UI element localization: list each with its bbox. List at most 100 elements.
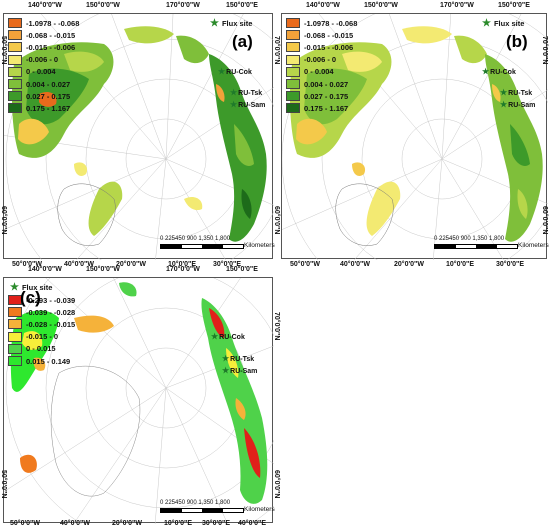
legend-swatch (8, 103, 22, 114)
legend-label: -0.039 - -0.028 (26, 307, 76, 317)
site-ru-tsk: ★RU-Tsk (222, 354, 255, 363)
legend-swatch (8, 307, 22, 318)
tick-label-right: 60°0'0"N (541, 206, 548, 235)
greenland-outline (50, 365, 141, 497)
legend-label: -0.015 - 0 (26, 332, 59, 342)
tick-label-top: 150°0'0"W (86, 266, 120, 273)
legend-item: -0.015 - 0 (8, 331, 75, 343)
tick-label-right: 60°0'0"N (273, 470, 280, 499)
land-north-america (11, 26, 209, 236)
star-icon: ★ (500, 88, 508, 97)
star-icon: ★ (222, 366, 230, 375)
scale-bar: 0 225450 900 1,350 1,800 Kilometers (434, 236, 549, 249)
legend-item: -0.006 - 0 (8, 54, 79, 66)
tick-label-top: 140°0'0"W (28, 266, 62, 273)
scale-bar: 0 225450 900 1,350 1,800 Kilometers (160, 500, 275, 513)
legend-swatch (8, 343, 22, 354)
star-icon: ★ (482, 18, 491, 29)
flux-site-legend: ★ Flux site (10, 282, 52, 293)
tick-label-bottom: 50°0'0"W (290, 261, 320, 268)
tick-label-right: 60°0'0"N (273, 206, 280, 235)
tick-label-top: 150°0'0"E (498, 2, 530, 9)
legend-label: 0 - 0.015 (26, 344, 56, 354)
tick-label-bottom: 30°0'0"E (213, 261, 242, 268)
legend-item: 0.027 - 0.175 (286, 90, 357, 102)
tick-label-right: 70°0'0"N (273, 312, 280, 341)
legend-item: -0.028 - -0.015 (8, 318, 75, 330)
map-panel-a: -1.0978 - -0.068 -0.068 - -0.015 -0.015 … (3, 13, 275, 260)
scale-unit: Kilometers (244, 506, 275, 513)
panel-label-c: (c) (20, 288, 41, 307)
tick-label-bottom: 40°0'0"W (64, 261, 94, 268)
legend-label: 0.027 - 0.175 (26, 91, 71, 101)
legend-label: 0.175 - 1.167 (26, 103, 71, 113)
legend-swatch (8, 66, 22, 77)
scale-line (160, 243, 244, 249)
legend-item: 0 - 0.015 (8, 343, 75, 355)
tick-label-bottom: 40°0'0"W (340, 261, 370, 268)
scale-numbers: 0 225450 900 1,350 1,800 (160, 500, 231, 506)
legend-item: 0.004 - 0.027 (286, 78, 357, 90)
tick-label-bottom: 20°0'0"W (116, 261, 146, 268)
star-icon: ★ (230, 100, 238, 109)
legend-item: 0 - 0.004 (286, 66, 357, 78)
scale-line (160, 507, 244, 513)
legend-label: -0.293 - -0.039 (26, 295, 76, 305)
scale-unit: Kilometers (518, 242, 549, 249)
tick-label-bottom: 10°0'0"E (446, 261, 475, 268)
legend-label: 0.004 - 0.027 (304, 79, 349, 89)
legend-item: -1.0978 - -0.068 (286, 17, 357, 29)
legend-item: 0.015 - 0.149 (8, 355, 75, 367)
legend: -1.0978 - -0.068 -0.068 - -0.015 -0.015 … (286, 17, 357, 115)
star-icon: ★ (218, 67, 226, 76)
tick-label-bottom: 10°0'0"E (168, 261, 197, 268)
map-panel-b: -1.0978 - -0.068 -0.068 - -0.015 -0.015 … (281, 13, 549, 260)
legend-item: -0.006 - 0 (286, 54, 357, 66)
site-ru-cok: ★RU-Cok (218, 67, 252, 76)
legend-swatch (286, 54, 300, 65)
scale-bar: 0 225450 900 1,350 1,800 Kilometers (160, 236, 275, 249)
legend-item: -0.015 - -0.006 (286, 41, 357, 53)
site-ru-sam: ★RU-Sam (230, 100, 266, 109)
legend-item: -0.068 - -0.015 (8, 29, 79, 41)
legend-swatch (8, 331, 22, 342)
site-ru-tsk: ★RU-Tsk (500, 88, 533, 97)
land-siberia (209, 54, 267, 242)
site-ru-tsk: ★RU-Tsk (230, 88, 263, 97)
legend-item: 0.175 - 1.167 (8, 102, 79, 114)
land-siberia (201, 298, 268, 504)
tick-label-top: 170°0'0"W (440, 2, 474, 9)
legend-label: -0.006 - 0 (26, 55, 59, 65)
legend-label: -0.068 - -0.015 (304, 30, 354, 40)
legend-item: -0.015 - -0.006 (8, 41, 79, 53)
greenland-outline (57, 183, 116, 246)
legend-label: -0.015 - -0.006 (26, 42, 76, 52)
tick-label-bottom: 30°0'0"E (202, 520, 231, 527)
tick-label-top: 150°0'0"E (226, 266, 258, 273)
legend-swatch (8, 79, 22, 90)
legend-item: -1.0978 - -0.068 (8, 17, 79, 29)
tick-label-left: 60°0'0"N (0, 206, 7, 235)
legend-item: 0.004 - 0.027 (8, 78, 79, 90)
legend-swatch (286, 30, 300, 41)
star-icon: ★ (222, 354, 230, 363)
legend-label: -0.006 - 0 (304, 55, 337, 65)
legend-swatch (8, 91, 22, 102)
map-panel-c: ★ Flux site -0.293 - -0.039 -0.039 - -0.0… (3, 277, 275, 524)
arctic-map-b (282, 14, 548, 260)
legend-label: -0.068 - -0.015 (26, 30, 76, 40)
site-ru-cok: ★RU-Cok (482, 67, 516, 76)
tick-label-top: 170°0'0"W (166, 2, 200, 9)
site-ru-cok: ★RU-Cok (211, 332, 245, 341)
tick-label-top: 170°0'0"W (166, 266, 200, 273)
legend-item: -0.039 - -0.028 (8, 306, 75, 318)
legend: -1.0978 - -0.068 -0.068 - -0.015 -0.015 … (8, 17, 79, 115)
legend-item: 0.175 - 1.167 (286, 102, 357, 114)
land-north-america (289, 26, 487, 236)
legend-item: -0.293 - -0.039 (8, 294, 75, 306)
site-ru-sam: ★RU-Sam (222, 366, 258, 375)
star-icon: ★ (482, 67, 490, 76)
tick-label-top: 150°0'0"W (364, 2, 398, 9)
legend-swatch (286, 79, 300, 90)
legend-label: 0.027 - 0.175 (304, 91, 349, 101)
